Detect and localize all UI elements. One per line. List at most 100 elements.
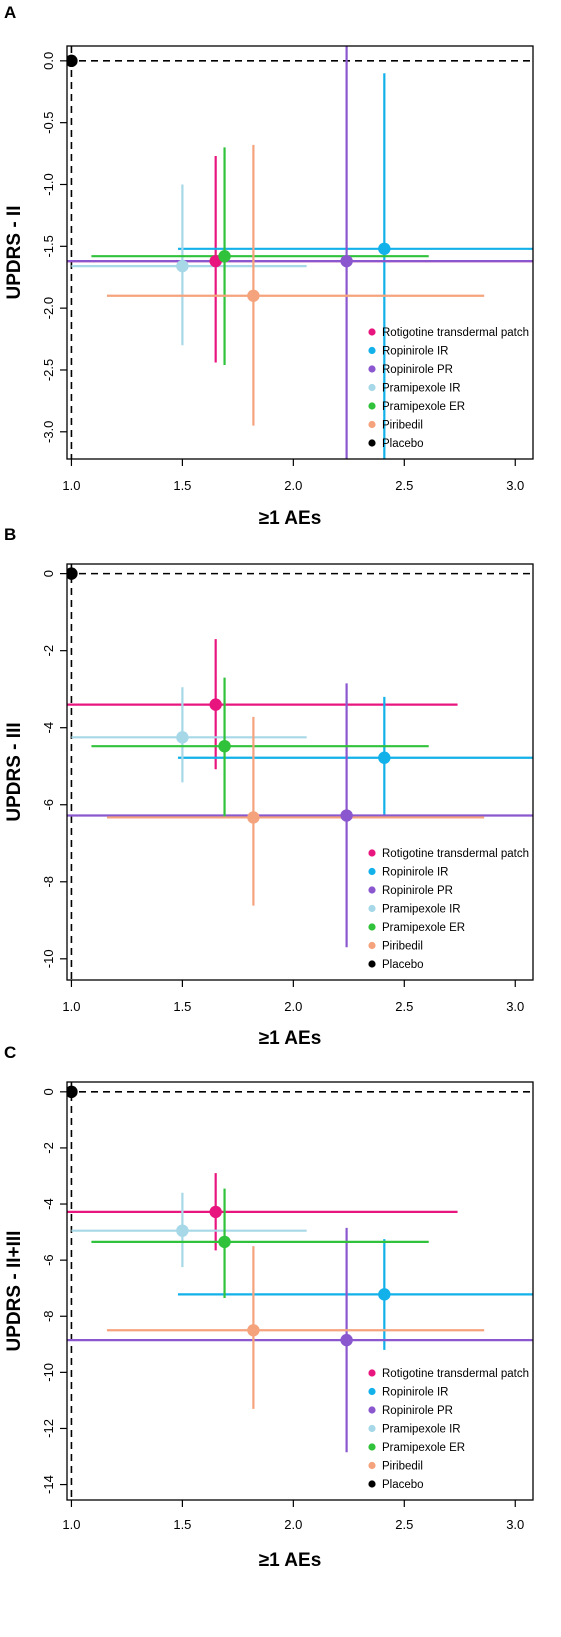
point-pramipexole-er [218, 739, 231, 753]
legend-label: Placebo [382, 959, 424, 971]
panel-letter: A [4, 3, 16, 22]
legend-label: Ropinirole IR [382, 1387, 448, 1399]
y-tick-label: -0.5 [41, 111, 56, 133]
panel-letter: C [4, 1043, 16, 1062]
legend-label: Piribedil [382, 1461, 423, 1473]
point-pramipexole-er [218, 1235, 231, 1249]
legend-marker [368, 904, 376, 913]
legend-label: Ropinirole IR [382, 867, 448, 879]
y-tick-label: -12 [41, 1419, 56, 1438]
legend-marker [368, 849, 376, 857]
y-tick-label: -3.0 [41, 421, 56, 443]
legend-label: Ropinirole PR [382, 1405, 453, 1417]
legend-label: Pramipexole ER [382, 922, 465, 934]
legend-label: Ropinirole PR [382, 364, 453, 376]
legend-label: Pramipexole ER [382, 1442, 465, 1454]
point-piribedil [247, 811, 260, 824]
x-tick-label: 1.0 [62, 478, 80, 493]
legend-marker [368, 365, 376, 373]
panel-letter: B [4, 525, 16, 544]
legend-marker [368, 941, 376, 950]
x-tick-label: 3.0 [506, 478, 524, 493]
y-axis-label: UPDRS - III [4, 722, 25, 821]
y-tick-label: -14 [41, 1475, 56, 1494]
point-ropinirole-ir [378, 1288, 391, 1301]
legend-marker [368, 867, 376, 876]
plot-frame [66, 45, 534, 460]
y-tick-label: -2.0 [41, 297, 56, 319]
legend-label: Piribedil [382, 420, 423, 432]
legend-marker [368, 1387, 376, 1396]
legend-label: Piribedil [382, 941, 423, 953]
x-tick-label: 3.0 [506, 999, 524, 1014]
legend-label: Placebo [382, 1479, 424, 1491]
panel-b: B 1.0 1.5 2.0 2.5 3.0 0 -2 -4 -6 -8 -10 ≥1 AEs UPDRS … [4, 525, 534, 1049]
y-axis-label: UPDRS - II+III [4, 1231, 25, 1352]
point-rotigotine-transdermal-patch [209, 698, 222, 711]
legend-marker [368, 439, 376, 447]
x-tick-label: 1.0 [62, 999, 80, 1014]
point-placebo [67, 567, 78, 580]
legend-label: Ropinirole IR [382, 346, 448, 358]
legend-label: Pramipexole IR [382, 1424, 461, 1436]
legend-marker [368, 1369, 376, 1377]
legend-marker [368, 402, 376, 410]
y-tick-label: -2 [41, 645, 56, 657]
legend-marker [368, 420, 376, 429]
plot-frame [66, 1081, 534, 1501]
y-tick-label: 0 [41, 1088, 56, 1095]
point-pramipexole-ir [176, 731, 189, 744]
point-placebo [67, 1085, 78, 1099]
legend-marker [368, 328, 376, 336]
y-tick-label: -4 [41, 1198, 56, 1210]
legend-marker [368, 1480, 376, 1488]
y-tick-label: -10 [41, 1363, 56, 1382]
legend-marker [368, 1424, 376, 1433]
y-tick-label: -10 [41, 949, 56, 968]
marks [67, 567, 533, 948]
x-axis-label: ≥1 AEs [259, 1550, 322, 1571]
x-axis-label: ≥1 AEs [259, 1028, 322, 1049]
legend-label: Placebo [382, 438, 424, 450]
x-tick-label: 2.0 [284, 999, 302, 1014]
x-tick-label: 1.0 [62, 1517, 80, 1532]
x-tick-label: 2.5 [395, 999, 413, 1014]
legend: Rotigotine transdermal patch Ropinirole I… [368, 327, 529, 450]
x-tick-label: 2.0 [284, 1517, 302, 1532]
x-tick-label: 1.5 [173, 478, 191, 493]
legend-label: Ropinirole PR [382, 885, 453, 897]
x-axis-label: ≥1 AEs [259, 508, 322, 529]
x-tick-label: 2.0 [284, 478, 302, 493]
legend-label: Rotigotine transdermal patch [382, 1368, 529, 1380]
y-tick-label: -4 [41, 722, 56, 734]
y-tick-label: -2 [41, 1142, 56, 1154]
panel-c: C 1.0 1.5 2.0 2.5 3.0 0 -2 -4 -6 -8 -10 -12 -14 ≥1 AEs… [4, 1043, 534, 1571]
x-tick-label: 1.5 [173, 999, 191, 1014]
x-tick-label: 2.5 [395, 478, 413, 493]
y-tick-label: 0.0 [41, 52, 56, 70]
y-axis-label: UPDRS - II [4, 206, 25, 300]
y-tick-label: -2.5 [41, 359, 56, 381]
point-ropinirole-ir [378, 751, 391, 764]
y-tick-label: -8 [41, 1310, 56, 1322]
point-ropinirole-pr [340, 1333, 353, 1347]
legend-label: Pramipexole IR [382, 383, 461, 395]
y-tick-label: -6 [41, 799, 56, 811]
point-pramipexole-er [218, 250, 231, 263]
y-tick-label: -8 [41, 876, 56, 888]
legend: Rotigotine transdermal patch Ropinirole I… [368, 848, 529, 971]
point-pramipexole-ir [176, 1224, 189, 1237]
legend-marker [368, 923, 376, 931]
marks [67, 46, 533, 459]
y-tick-label: -1.5 [41, 235, 56, 257]
x-tick-label: 1.5 [173, 1517, 191, 1532]
legend-marker [368, 383, 376, 392]
legend-marker [368, 346, 376, 355]
point-ropinirole-pr [340, 809, 353, 822]
legend-label: Rotigotine transdermal patch [382, 848, 529, 860]
plot-frame [66, 563, 534, 981]
legend-marker [368, 886, 376, 894]
legend-marker [368, 1461, 376, 1470]
panel-a: A 1.0 1.5 2.0 2.5 3.0 0.0 -0.5 -1.0 -1.5 -2.0 -2.5 -… [4, 3, 534, 529]
point-rotigotine-transdermal-patch [209, 1205, 222, 1219]
